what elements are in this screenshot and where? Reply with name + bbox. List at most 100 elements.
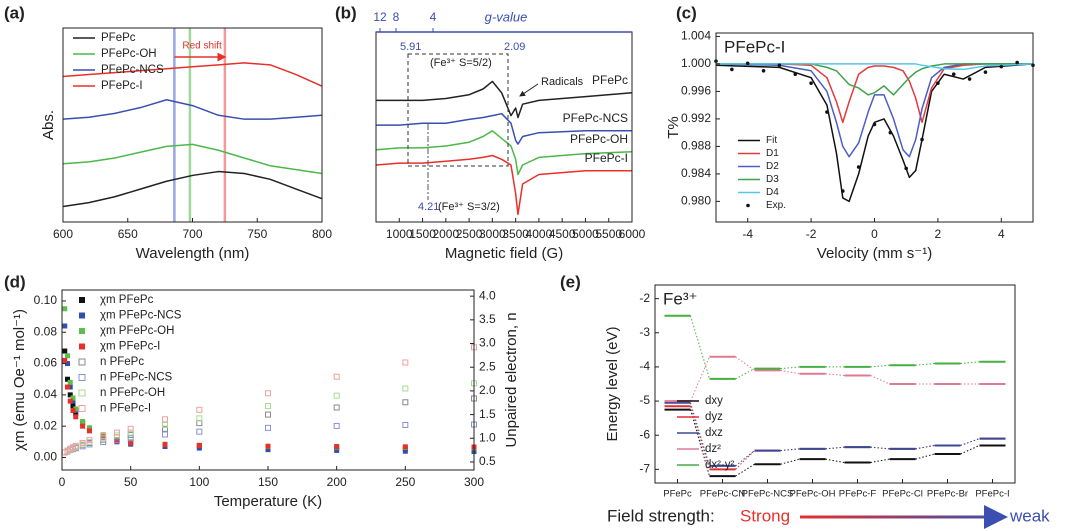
data-point (265, 424, 271, 431)
data-line (715, 63, 1033, 158)
level-connector (690, 315, 980, 380)
data-point (265, 447, 271, 453)
data-point (162, 442, 168, 448)
legend-marker (79, 328, 85, 334)
legend-marker (78, 374, 86, 381)
x-tick-label: 2 (935, 227, 942, 241)
legend-label: Fit (766, 135, 777, 146)
top-tick-label: 12 (373, 10, 387, 24)
data-point (936, 81, 940, 85)
series-label: PFePc-I (585, 151, 628, 165)
annotation-arrow (519, 83, 539, 97)
data-point (62, 348, 68, 354)
annotation: 5.91 (400, 41, 421, 53)
y-tick-label: -3 (639, 325, 650, 339)
data-point (64, 353, 70, 359)
top-tick-label: 8 (393, 10, 400, 24)
data-point (999, 64, 1004, 69)
annotation: 4.21 (418, 201, 439, 213)
legend-marker (78, 358, 86, 366)
data-point (67, 384, 73, 390)
data-line (376, 112, 632, 145)
data-point (79, 443, 86, 450)
data-point (402, 422, 409, 428)
legend-label: D3 (766, 174, 779, 185)
legend-marker (79, 343, 85, 350)
data-point (951, 72, 956, 77)
data-point (70, 395, 76, 401)
data-point (162, 422, 168, 428)
data-point (333, 373, 340, 380)
x-tick-label: 4000 (526, 227, 553, 241)
data-point (86, 425, 92, 431)
legend-marker (79, 312, 85, 319)
data-point (793, 72, 798, 77)
data-point (333, 392, 340, 399)
y2-tick-label: 1.0 (479, 430, 496, 444)
y2-tick-label: 3.0 (479, 336, 496, 350)
x-tick-label: 50 (124, 475, 138, 489)
level-connector (690, 409, 980, 477)
top-tick-label: 4 (430, 10, 437, 24)
data-point (402, 448, 408, 454)
data-point (80, 423, 86, 429)
data-point (334, 444, 340, 450)
data-point (70, 403, 76, 409)
footer-start: Strong (740, 506, 790, 525)
data-point (70, 408, 76, 414)
legend-label: dxy (705, 395, 723, 407)
y-tick-label: -2 (639, 291, 650, 305)
data-point (196, 406, 203, 413)
annotation: Radicals (541, 76, 584, 88)
series-label: PFePc-NCS (563, 111, 628, 125)
chart-title: PFePc-I (724, 37, 785, 56)
y-tick-label: 1.004 (681, 29, 711, 43)
data-line (375, 130, 633, 176)
x-tick-label: 700 (182, 227, 202, 241)
legend-label: χm PFePc-OH (100, 325, 174, 337)
top-axis-label: g-value (485, 9, 528, 24)
x-tick-label: 3500 (502, 227, 529, 241)
data-point (162, 425, 168, 432)
panel-label: (d) (4, 272, 26, 291)
data-point (265, 411, 271, 418)
data-point (983, 70, 988, 74)
x-tick-label: 3000 (479, 227, 506, 241)
data-point (64, 384, 70, 390)
y-tick-label: 0.984 (681, 166, 711, 180)
data-point (402, 359, 409, 366)
data-line (716, 63, 1034, 71)
y-tick-label: -4 (639, 359, 650, 373)
x-tick-label: 5500 (595, 227, 622, 241)
y-tick-label: 1.000 (681, 56, 711, 70)
data-point (196, 415, 203, 422)
x-tick-label: 600 (53, 227, 73, 241)
data-point (80, 418, 86, 424)
data-point (334, 447, 340, 453)
data-point (73, 411, 79, 417)
data-point (114, 438, 120, 444)
x-tick-label: PFePc-I (975, 489, 1009, 500)
data-point (761, 69, 766, 73)
x-tick-label: 2000 (432, 227, 459, 241)
data-point (333, 422, 340, 429)
legend-label: D1 (766, 148, 779, 159)
x-tick-label: 150 (258, 475, 278, 489)
data-point (745, 61, 750, 66)
data-point (64, 361, 70, 367)
data-point (872, 122, 877, 127)
x-axis-label: Magnetic field (G) (445, 245, 563, 262)
data-point (100, 432, 107, 439)
y-tick-label: -6 (639, 427, 650, 441)
data-point (1015, 60, 1019, 65)
data-point (265, 390, 271, 397)
legend-label: dz² (705, 443, 721, 455)
legend-label: χm PFePc-NCS (100, 310, 182, 322)
y2-axis-label: Unpaired electron, n (503, 312, 520, 447)
legend-label: n PFePc-OH (100, 387, 165, 399)
annotation: 2.09 (504, 41, 525, 53)
data-line (715, 63, 1034, 203)
legend-label: n PFePc-I (100, 403, 151, 415)
data-point (100, 439, 107, 446)
legend-label: χm PFePc-I (100, 341, 160, 353)
